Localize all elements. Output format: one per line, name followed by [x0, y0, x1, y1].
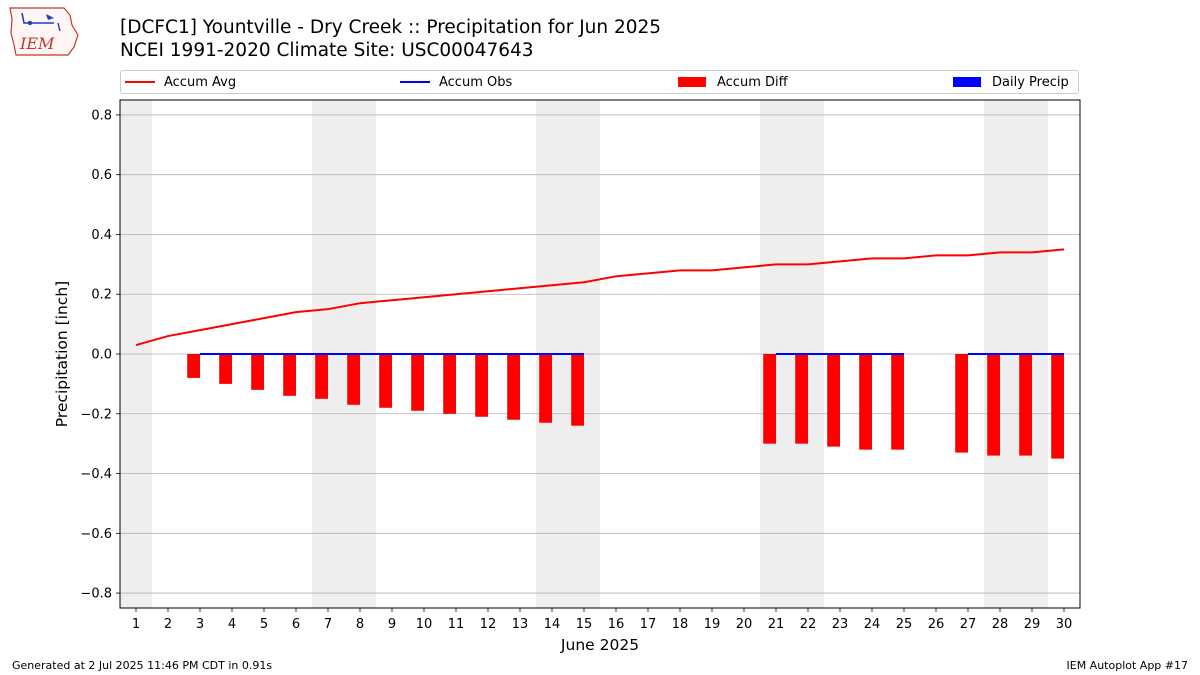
x-tick-label: 23	[832, 617, 849, 632]
accum-diff-bar	[763, 354, 776, 444]
x-tick-label: 22	[800, 617, 817, 632]
x-tick-label: 11	[448, 617, 465, 632]
accum-diff-bar	[411, 354, 424, 411]
accum-diff-bar	[379, 354, 392, 408]
accum-diff-bar	[827, 354, 840, 447]
x-tick-label: 18	[672, 617, 689, 632]
x-tick-label: 14	[544, 617, 561, 632]
y-tick-label: 0.8	[91, 108, 112, 123]
accum-diff-bar	[891, 354, 904, 450]
x-axis-label: June 2025	[560, 636, 639, 654]
x-tick-label: 9	[388, 617, 396, 632]
accum-diff-bar	[859, 354, 872, 450]
x-tick-label: 19	[704, 617, 721, 632]
x-tick-label: 13	[512, 617, 529, 632]
iem-logo-graphic: IEM	[9, 7, 79, 56]
legend-swatch-accum-obs	[400, 81, 430, 83]
accum-diff-bar	[187, 354, 200, 378]
x-tick-label: 12	[480, 617, 497, 632]
legend-item-accum-avg: Accum Avg	[125, 71, 236, 93]
accum-diff-bar	[283, 354, 296, 396]
x-tick-label: 30	[1056, 617, 1073, 632]
x-tick-label: 16	[608, 617, 625, 632]
x-tick-label: 1	[132, 617, 140, 632]
legend-item-daily-precip: Daily Precip	[953, 71, 1069, 93]
legend-label-daily-precip: Daily Precip	[992, 74, 1069, 90]
legend-swatch-accum-diff	[678, 77, 706, 87]
x-tick-label: 28	[992, 617, 1009, 632]
legend-label-accum-obs: Accum Obs	[439, 74, 513, 90]
plot-frame	[119, 99, 1081, 609]
accum-diff-bar	[507, 354, 520, 420]
accum-diff-bar	[1051, 354, 1064, 459]
x-tick-label: 3	[196, 617, 204, 632]
y-tick-label: 0.6	[91, 168, 112, 183]
legend-item-accum-diff: Accum Diff	[678, 71, 788, 93]
legend-swatch-accum-avg	[125, 81, 155, 83]
y-tick-label: 0.0	[91, 348, 112, 363]
legend-label-accum-avg: Accum Avg	[164, 74, 237, 90]
accum-diff-bar	[539, 354, 552, 423]
accum-diff-bar	[251, 354, 264, 390]
x-tick-label: 8	[356, 617, 364, 632]
x-tick-label: 10	[416, 617, 433, 632]
y-tick-label: −0.4	[80, 467, 112, 482]
y-tick-label: −0.2	[80, 407, 112, 422]
x-tick-label: 17	[640, 617, 657, 632]
accum-diff-bar	[443, 354, 456, 414]
accum-diff-bar	[315, 354, 328, 399]
accum-diff-bar	[795, 354, 808, 444]
x-tick-label: 5	[260, 617, 268, 632]
accum-diff-bar	[347, 354, 360, 405]
x-tick-label: 25	[896, 617, 913, 632]
x-tick-label: 29	[1024, 617, 1041, 632]
y-tick-label: 0.2	[91, 288, 112, 303]
x-tick-label: 24	[864, 617, 881, 632]
chart-subtitle: NCEI 1991-2020 Climate Site: USC00047643	[120, 40, 534, 61]
accum-avg-line	[135, 248, 1065, 346]
accum-diff-bar	[475, 354, 488, 417]
accum-diff-bar	[987, 354, 1000, 456]
accum-diff-bar	[955, 354, 968, 453]
footer-generated-text: Generated at 2 Jul 2025 11:46 PM CDT in …	[12, 659, 273, 672]
chart-title: [DCFC1] Yountville - Dry Creek :: Precip…	[120, 17, 662, 38]
y-tick-label: −0.8	[80, 587, 112, 602]
accum-diff-bar	[571, 354, 584, 426]
x-tick-label: 26	[928, 617, 945, 632]
legend-label-accum-diff: Accum Diff	[717, 74, 788, 90]
x-tick-label: 6	[292, 617, 300, 632]
x-tick-label: 15	[576, 617, 593, 632]
y-tick-label: 0.4	[91, 228, 112, 243]
x-tick-label: 7	[324, 617, 332, 632]
y-axis-label: Precipitation [inch]	[53, 281, 71, 427]
svg-text:IEM: IEM	[19, 34, 55, 53]
legend: Accum Avg Accum Obs Accum Diff Daily Pre…	[120, 70, 1079, 94]
x-tick-label: 20	[736, 617, 753, 632]
accum-diff-bar	[219, 354, 232, 384]
x-tick-label: 27	[960, 617, 977, 632]
legend-swatch-daily-precip	[953, 77, 981, 87]
y-tick-label: −0.6	[80, 527, 112, 542]
x-tick-label: 2	[164, 617, 172, 632]
x-tick-label: 21	[768, 617, 785, 632]
iem-logo: IEM	[8, 5, 80, 60]
legend-item-accum-obs: Accum Obs	[400, 71, 512, 93]
x-tick-label: 4	[228, 617, 236, 632]
footer-app-label: IEM Autoplot App #17	[1066, 659, 1189, 672]
accum-diff-bar	[1019, 354, 1032, 456]
